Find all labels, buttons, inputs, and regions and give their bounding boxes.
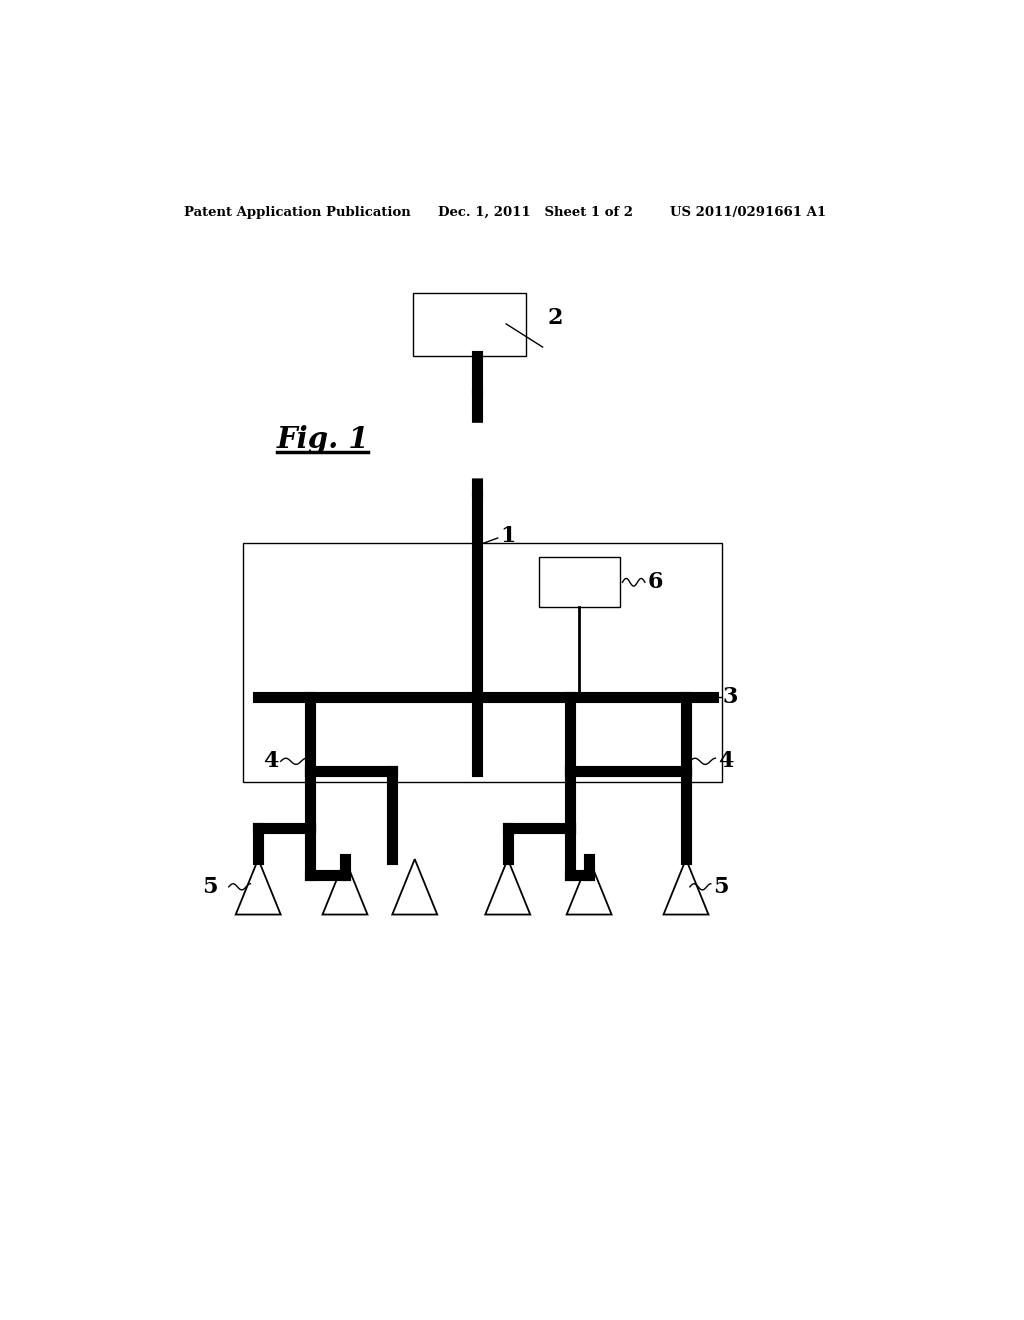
Text: 4: 4: [719, 750, 734, 772]
Text: 4: 4: [263, 750, 279, 772]
Text: 3: 3: [722, 686, 738, 709]
Polygon shape: [236, 859, 281, 915]
Text: US 2011/0291661 A1: US 2011/0291661 A1: [671, 206, 826, 219]
Bar: [539, 557, 621, 607]
Text: Patent Application Publication: Patent Application Publication: [183, 206, 411, 219]
Text: Fig. 1: Fig. 1: [276, 425, 370, 454]
Text: 2: 2: [547, 306, 563, 329]
Polygon shape: [485, 859, 530, 915]
Text: 6: 6: [648, 572, 664, 593]
Bar: [414, 293, 525, 356]
Polygon shape: [323, 859, 368, 915]
Text: 1: 1: [500, 525, 515, 546]
Polygon shape: [566, 859, 611, 915]
Polygon shape: [664, 859, 709, 915]
Text: Dec. 1, 2011   Sheet 1 of 2: Dec. 1, 2011 Sheet 1 of 2: [438, 206, 633, 219]
Bar: [243, 544, 722, 781]
Text: 5: 5: [713, 876, 729, 898]
Polygon shape: [392, 859, 437, 915]
Text: 5: 5: [203, 876, 218, 898]
